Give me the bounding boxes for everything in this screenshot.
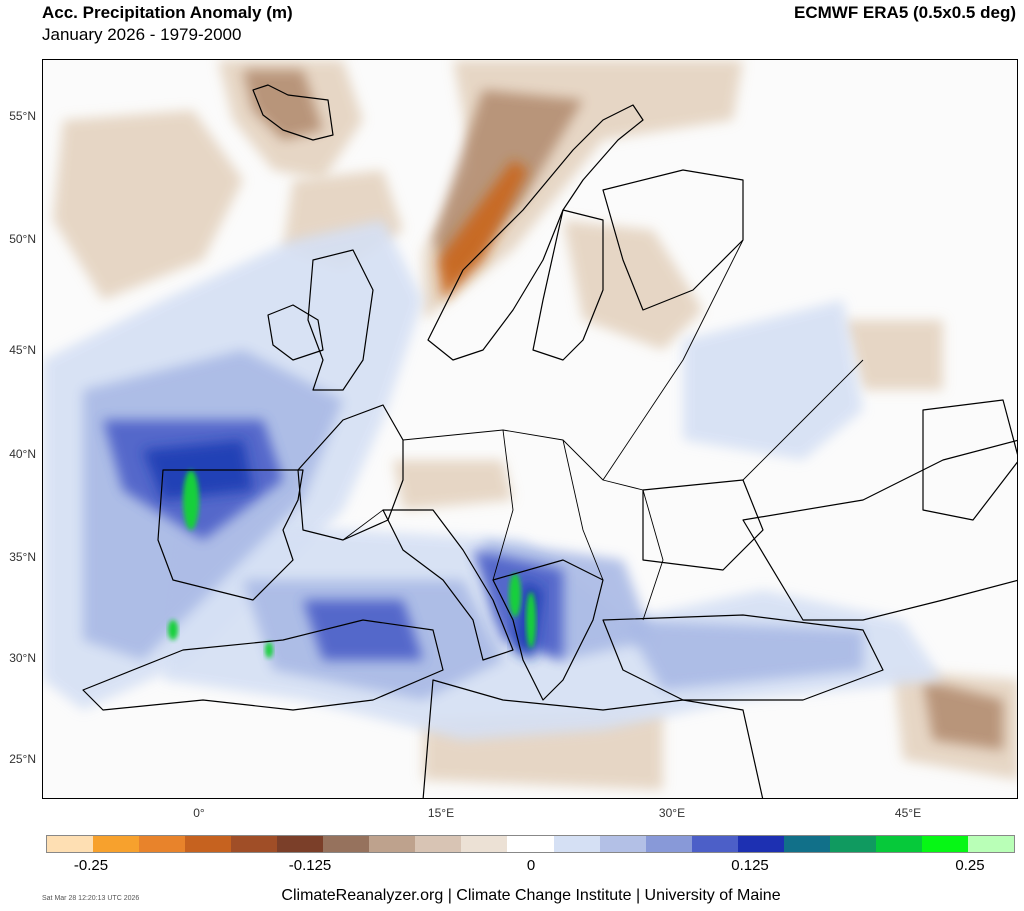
colorbar-swatch [553, 836, 600, 852]
anomaly-peak-wet [509, 573, 521, 617]
national-border [342, 509, 384, 541]
colorbar-tick-label: -0.25 [73, 857, 109, 874]
credit-line: ClimateReanalyzer.org | Climate Change I… [281, 887, 781, 904]
national-border [742, 359, 864, 481]
timestamp: Sat Mar 28 12:20:13 UTC 2026 [42, 895, 140, 902]
coastline-italy [382, 509, 514, 661]
lat-label: 40°N [9, 447, 36, 461]
national-border [492, 429, 514, 581]
coastlines-borders [82, 84, 1017, 798]
coastline-finland [602, 169, 744, 311]
anomaly-region-dry-iceland-core [243, 70, 323, 140]
colorbar-swatch [415, 836, 462, 852]
lon-label: 30°E [658, 806, 686, 820]
anomaly-region-dry-alps [393, 460, 513, 510]
anomaly-region-dry-arabia-core [923, 680, 1003, 750]
coastline-great-britain [307, 249, 374, 391]
coastline-france [297, 404, 404, 541]
chart-title: Acc. Precipitation Anomaly (m) [42, 3, 293, 22]
colorbar-swatch [231, 836, 278, 852]
colorbar-swatch [599, 836, 646, 852]
coastline-black-sea-west [642, 479, 764, 571]
colorbar-tick-label: -0.125 [288, 857, 332, 874]
colorbar-tick-label: 0.25 [955, 857, 985, 874]
coastline-ireland [267, 304, 324, 361]
data-source-label: ECMWF ERA5 (0.5x0.5 deg) [794, 3, 1016, 22]
national-border [602, 239, 744, 481]
colorbar-swatch [645, 836, 692, 852]
anomaly-peak-wet [183, 470, 199, 530]
colorbar-swatch [875, 836, 922, 852]
coastline-balkans [492, 559, 604, 701]
colorbar-tick-label: 0.125 [731, 857, 769, 874]
map-canvas [43, 60, 1017, 798]
anomaly-field [43, 60, 1017, 790]
anomaly-region-very-wet-algeria [303, 600, 423, 660]
coastline-sweden [532, 209, 604, 361]
colorbar-tick-label: 0 [526, 857, 536, 874]
national-border [642, 489, 664, 621]
lon-label: 0° [193, 806, 205, 820]
lat-label: 45°N [9, 343, 36, 357]
coastline-caspian [922, 399, 1017, 521]
lat-label: 50°N [9, 232, 36, 246]
anomaly-map[interactable] [42, 59, 1018, 799]
anomaly-region-wet-russia [683, 300, 863, 460]
colorbar-swatch [277, 836, 324, 852]
coastline-north-africa-coast [82, 619, 444, 711]
lon-label: 45°E [894, 806, 922, 820]
colorbar-swatch [967, 836, 1014, 852]
lat-label: 30°N [9, 651, 36, 665]
anomaly-region-dry-norway-core [438, 160, 528, 300]
lon-label: 15°E [427, 806, 455, 820]
colorbar [46, 835, 1015, 853]
lat-label: 25°N [9, 752, 36, 766]
colorbar-swatch [507, 836, 554, 852]
coastline-libya-egypt [422, 679, 764, 798]
colorbar-swatch [47, 836, 94, 852]
anomaly-peak-wet [526, 592, 536, 648]
lat-label: 35°N [9, 550, 36, 564]
colorbar-swatch [323, 836, 370, 852]
anomaly-region-wet-turkey [623, 620, 863, 690]
colorbar-swatch [185, 836, 232, 852]
colorbar-swatch [783, 836, 830, 852]
anomaly-peak-wet [168, 620, 178, 640]
colorbar-swatch [829, 836, 876, 852]
coastline-iberia [157, 469, 304, 601]
colorbar-swatch [139, 836, 186, 852]
coastline-scandinavia-west [427, 104, 644, 361]
colorbar-swatch [369, 836, 416, 852]
chart-subtitle: January 2026 - 1979-2000 [42, 25, 242, 44]
colorbar-swatch [737, 836, 784, 852]
colorbar-swatch [691, 836, 738, 852]
anomaly-peak-wet [265, 642, 273, 658]
colorbar-swatch [461, 836, 508, 852]
colorbar-swatch [921, 836, 968, 852]
lat-label: 55°N [9, 109, 36, 123]
anomaly-region-dry-east [843, 320, 943, 390]
anomaly-region-dry-atlantic-north [53, 110, 243, 300]
colorbar-swatch [93, 836, 140, 852]
national-border [562, 439, 604, 581]
coastline-black-sea-east [742, 439, 1017, 621]
coastline-anatolia [602, 614, 884, 701]
coastline-iceland [252, 84, 334, 141]
